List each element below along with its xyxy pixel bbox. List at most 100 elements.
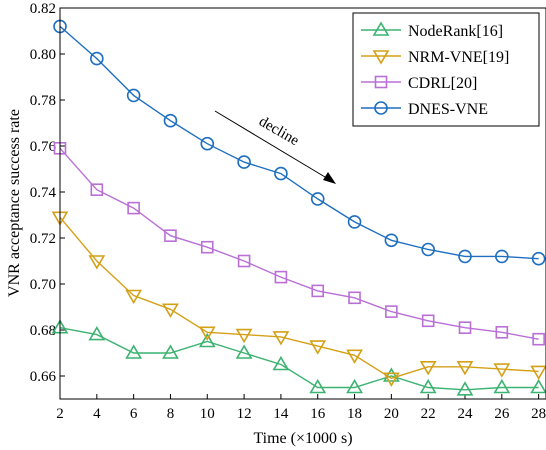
data-point — [493, 378, 511, 394]
axis-ticks: 2 4 6 8 10 12 14 16 18 20 22 24 26 280.660.680.700.72… — [30, 1, 546, 422]
x-tick-label: 14 — [273, 406, 289, 422]
data-point — [235, 344, 253, 359]
data-point — [90, 183, 104, 196]
data-point — [456, 381, 474, 396]
data-point — [310, 192, 325, 206]
data-point — [272, 331, 290, 346]
plot-frame — [59, 7, 546, 400]
data-point — [90, 51, 104, 66]
legend-marker — [374, 75, 388, 89]
data-point — [126, 88, 141, 103]
legend: NodeRank[16] NRM-VNE[19] CDRL[20] DNES-VNE — [352, 12, 540, 127]
y-tick-label: 0.80 — [30, 47, 56, 63]
series-line — [59, 327, 539, 391]
legend-label: NodeRank[16] — [408, 23, 503, 40]
legend-entry: NRM-VNE[19] — [361, 49, 509, 66]
decline-arrow-head — [323, 172, 336, 184]
series-1 — [51, 211, 546, 387]
data-point — [421, 314, 435, 328]
data-point — [382, 372, 400, 387]
legend-marker — [374, 101, 388, 115]
data-point — [164, 229, 177, 242]
data-point — [162, 344, 179, 359]
data-point — [530, 378, 546, 394]
y-tick-label: 0.72 — [30, 231, 56, 247]
x-tick-label: 10 — [200, 406, 215, 422]
data-point — [419, 360, 437, 376]
data-point — [532, 332, 545, 346]
data-point — [272, 355, 290, 371]
data-point — [458, 249, 472, 264]
x-axis-label: Time (×1000 s) — [253, 430, 352, 447]
data-point — [531, 251, 546, 266]
y-tick-label: 0.70 — [30, 277, 56, 293]
decline-label: decline — [256, 114, 302, 150]
data-point — [274, 166, 288, 181]
data-point — [125, 289, 143, 305]
data-point — [309, 340, 327, 355]
data-point — [530, 365, 546, 380]
y-tick-label: 0.76 — [30, 139, 57, 155]
data-point — [421, 242, 435, 257]
y-tick-label: 0.82 — [30, 1, 56, 17]
data-point — [347, 215, 362, 229]
data-point — [274, 270, 288, 284]
x-tick-label: 18 — [347, 406, 362, 422]
data-point — [309, 378, 327, 394]
data-point — [200, 136, 215, 151]
x-tick-label: 16 — [310, 406, 326, 422]
x-tick-label: 26 — [494, 406, 510, 422]
legend-box — [352, 12, 540, 127]
legend-marker — [372, 50, 390, 65]
data-point — [346, 378, 363, 394]
data-point — [198, 326, 216, 341]
y-tick-label: 0.74 — [30, 185, 57, 201]
data-point — [419, 378, 437, 394]
y-tick-label: 0.78 — [30, 93, 56, 109]
series-0 — [51, 319, 546, 396]
y-tick-label: 0.68 — [30, 323, 56, 339]
series-line — [59, 147, 539, 340]
data-point — [237, 155, 251, 169]
legend-label: CDRL[20] — [408, 75, 477, 92]
decline-arrow-line — [214, 110, 331, 181]
data-point — [384, 233, 399, 248]
series-line — [59, 216, 539, 380]
data-point — [456, 360, 474, 376]
legend-entry: CDRL[20] — [361, 75, 477, 92]
legend-marker — [372, 21, 390, 36]
y-axis-label: VNR acceptance success rate — [6, 109, 23, 297]
x-tick-label: 28 — [531, 406, 546, 422]
data-point — [311, 284, 325, 298]
series-layer — [51, 19, 546, 396]
x-tick-label: 2 — [56, 406, 64, 422]
x-tick-label: 20 — [384, 406, 399, 422]
legend-entry: DNES-VNE — [361, 101, 488, 118]
data-point — [125, 344, 143, 359]
data-point — [235, 328, 253, 344]
data-point — [346, 349, 363, 364]
legend-entry: NodeRank[16] — [361, 21, 503, 40]
x-tick-label: 6 — [130, 406, 138, 422]
x-tick-label: 12 — [237, 406, 252, 422]
legend-label: NRM-VNE[19] — [408, 49, 509, 66]
data-point — [88, 255, 106, 270]
data-point — [127, 201, 140, 215]
data-point — [163, 113, 178, 128]
x-tick-label: 4 — [93, 406, 101, 422]
data-point — [200, 240, 214, 254]
data-point — [88, 326, 106, 341]
x-tick-label: 22 — [421, 406, 436, 422]
x-tick-label: 24 — [458, 406, 474, 422]
y-tick-label: 0.66 — [30, 369, 57, 385]
data-point — [382, 367, 400, 382]
data-point — [385, 305, 398, 318]
data-point — [495, 325, 509, 339]
data-point — [198, 332, 216, 348]
data-point — [348, 291, 361, 305]
data-point — [493, 363, 511, 378]
data-point — [495, 249, 509, 264]
series-2 — [53, 142, 545, 346]
data-point — [458, 321, 472, 335]
